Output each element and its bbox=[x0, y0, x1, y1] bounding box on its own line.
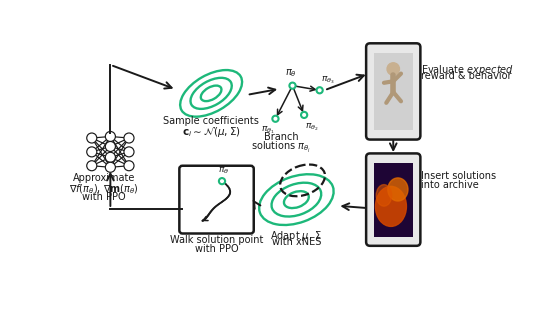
Circle shape bbox=[317, 87, 322, 93]
FancyBboxPatch shape bbox=[179, 166, 254, 234]
Circle shape bbox=[289, 82, 295, 89]
Circle shape bbox=[105, 162, 115, 172]
Text: Approximate: Approximate bbox=[73, 173, 136, 184]
Text: $\mathbf{c}_i \sim \mathcal{N}(\mu, \Sigma)$: $\mathbf{c}_i \sim \mathcal{N}(\mu, \Sig… bbox=[182, 125, 241, 139]
Text: Walk solution point: Walk solution point bbox=[170, 235, 263, 245]
Text: $\pi_{\theta_2}$: $\pi_{\theta_2}$ bbox=[305, 121, 319, 133]
Circle shape bbox=[105, 142, 115, 151]
Text: Branch: Branch bbox=[263, 132, 298, 142]
Text: Sample coefficients: Sample coefficients bbox=[163, 117, 259, 126]
Circle shape bbox=[272, 116, 279, 122]
Text: solutions $\pi_{\theta_i}$: solutions $\pi_{\theta_i}$ bbox=[251, 140, 311, 155]
FancyBboxPatch shape bbox=[366, 154, 421, 246]
Circle shape bbox=[301, 112, 307, 118]
Circle shape bbox=[387, 63, 399, 75]
Circle shape bbox=[105, 152, 115, 162]
Circle shape bbox=[87, 147, 97, 157]
Bar bbox=[374, 53, 412, 130]
Text: $\pi_{\theta_1}$: $\pi_{\theta_1}$ bbox=[261, 125, 275, 137]
Circle shape bbox=[124, 133, 134, 143]
Text: Evaluate $\mathit{expected}$: Evaluate $\mathit{expected}$ bbox=[421, 63, 514, 76]
Circle shape bbox=[87, 161, 97, 171]
Text: with xNES: with xNES bbox=[272, 237, 321, 247]
Text: Adapt $\mu$, $\Sigma$: Adapt $\mu$, $\Sigma$ bbox=[270, 229, 322, 243]
Text: into archive: into archive bbox=[421, 179, 479, 190]
Circle shape bbox=[219, 178, 225, 184]
Ellipse shape bbox=[376, 186, 406, 227]
Circle shape bbox=[124, 161, 134, 171]
Bar bbox=[374, 163, 412, 237]
Circle shape bbox=[124, 147, 134, 157]
Ellipse shape bbox=[388, 178, 408, 201]
Text: $\nabla f(\pi_\theta)$, $\nabla\mathbf{m}(\pi_\theta)$: $\nabla f(\pi_\theta)$, $\nabla\mathbf{m… bbox=[69, 182, 139, 196]
Text: reward & behavior: reward & behavior bbox=[421, 71, 512, 81]
Text: $\pi_{\theta_3}$: $\pi_{\theta_3}$ bbox=[320, 74, 334, 86]
Circle shape bbox=[87, 133, 97, 143]
Text: $\pi_\theta$: $\pi_\theta$ bbox=[285, 67, 297, 79]
Text: with PPO: with PPO bbox=[195, 244, 238, 253]
Text: Insert solutions: Insert solutions bbox=[421, 171, 496, 181]
Text: with PPO: with PPO bbox=[82, 192, 126, 202]
Circle shape bbox=[105, 131, 115, 142]
FancyBboxPatch shape bbox=[366, 43, 421, 140]
Ellipse shape bbox=[376, 185, 392, 206]
Text: $\pi_\theta$: $\pi_\theta$ bbox=[218, 165, 229, 176]
